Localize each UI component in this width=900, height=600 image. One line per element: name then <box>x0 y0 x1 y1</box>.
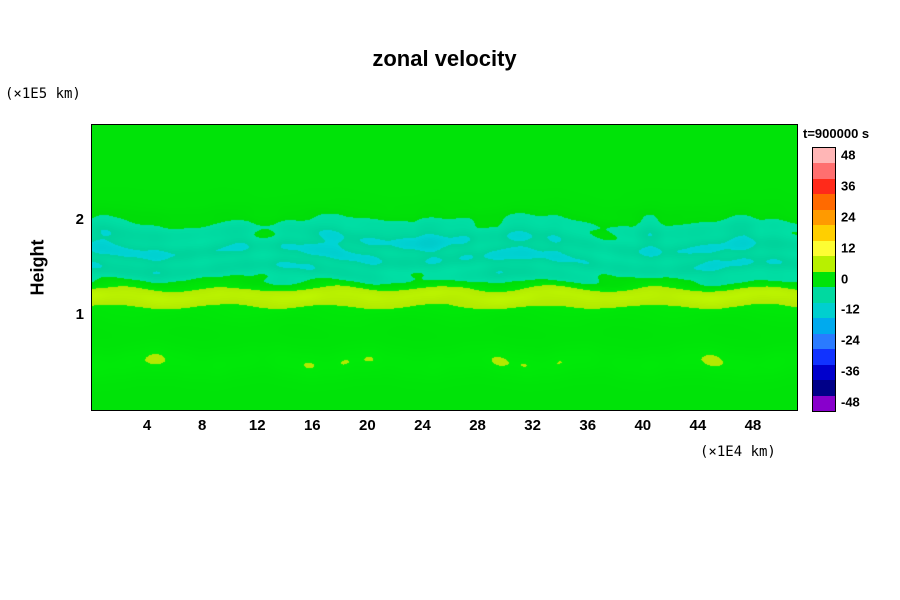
colorbar-tick-label: -48 <box>841 394 860 410</box>
plot-area <box>91 124 798 411</box>
x-tick-label: 16 <box>303 417 321 434</box>
y-tick-label: 1 <box>75 306 84 323</box>
colorbar-segment <box>813 194 835 210</box>
colorbar-segment <box>813 349 835 365</box>
x-tick-label: 24 <box>414 417 431 434</box>
colorbar-segment <box>813 318 835 334</box>
heatmap-canvas <box>92 125 797 410</box>
x-tick-label: 20 <box>359 417 376 434</box>
x-tick-label: 44 <box>689 417 707 434</box>
colorbar-segment <box>813 395 835 411</box>
y-axis-label: Height <box>27 239 48 296</box>
colorbar-tick-label: 0 <box>841 271 849 286</box>
colorbar <box>812 147 836 412</box>
y-axis-unit-label: (×1E5 km) <box>5 86 81 102</box>
colorbar-tick-label: 24 <box>841 209 856 225</box>
x-tick-label: 40 <box>634 417 652 434</box>
colorbar-segment <box>813 271 835 288</box>
colorbar-tick-label: 12 <box>841 240 856 256</box>
colorbar-segment <box>813 225 835 241</box>
colorbar-tick-label: 48 <box>841 147 856 163</box>
colorbar-segment <box>813 302 835 319</box>
x-tick-label: 32 <box>524 417 541 434</box>
x-tick-label: 12 <box>248 417 266 434</box>
colorbar-segment <box>813 240 835 257</box>
colorbar-segment <box>813 364 835 381</box>
x-tick-label: 4 <box>142 417 152 434</box>
colorbar-tick-label: -24 <box>841 332 860 348</box>
colorbar-segment <box>813 178 835 195</box>
colorbar-title: t=900000 s <box>803 126 870 141</box>
x-tick-label: 48 <box>744 417 762 434</box>
colorbar-segment <box>813 256 835 272</box>
x-axis-unit-label: (×1E4 km) <box>700 444 776 460</box>
colorbar-segment <box>813 380 835 396</box>
x-tick-label: 28 <box>469 417 486 434</box>
colorbar-segment <box>813 333 835 350</box>
x-tick-label: 36 <box>579 417 597 434</box>
colorbar-segment <box>813 163 835 179</box>
colorbar-segment <box>813 148 835 164</box>
colorbar-segment <box>813 209 835 226</box>
colorbar-tick-label: 36 <box>841 178 856 194</box>
chart-title: zonal velocity <box>372 46 517 71</box>
colorbar-tick-label: -36 <box>841 363 860 379</box>
y-tick-label: 2 <box>75 211 84 228</box>
x-tick-label: 8 <box>197 417 207 434</box>
colorbar-tick-label: -12 <box>841 301 860 317</box>
colorbar-segment <box>813 287 835 303</box>
